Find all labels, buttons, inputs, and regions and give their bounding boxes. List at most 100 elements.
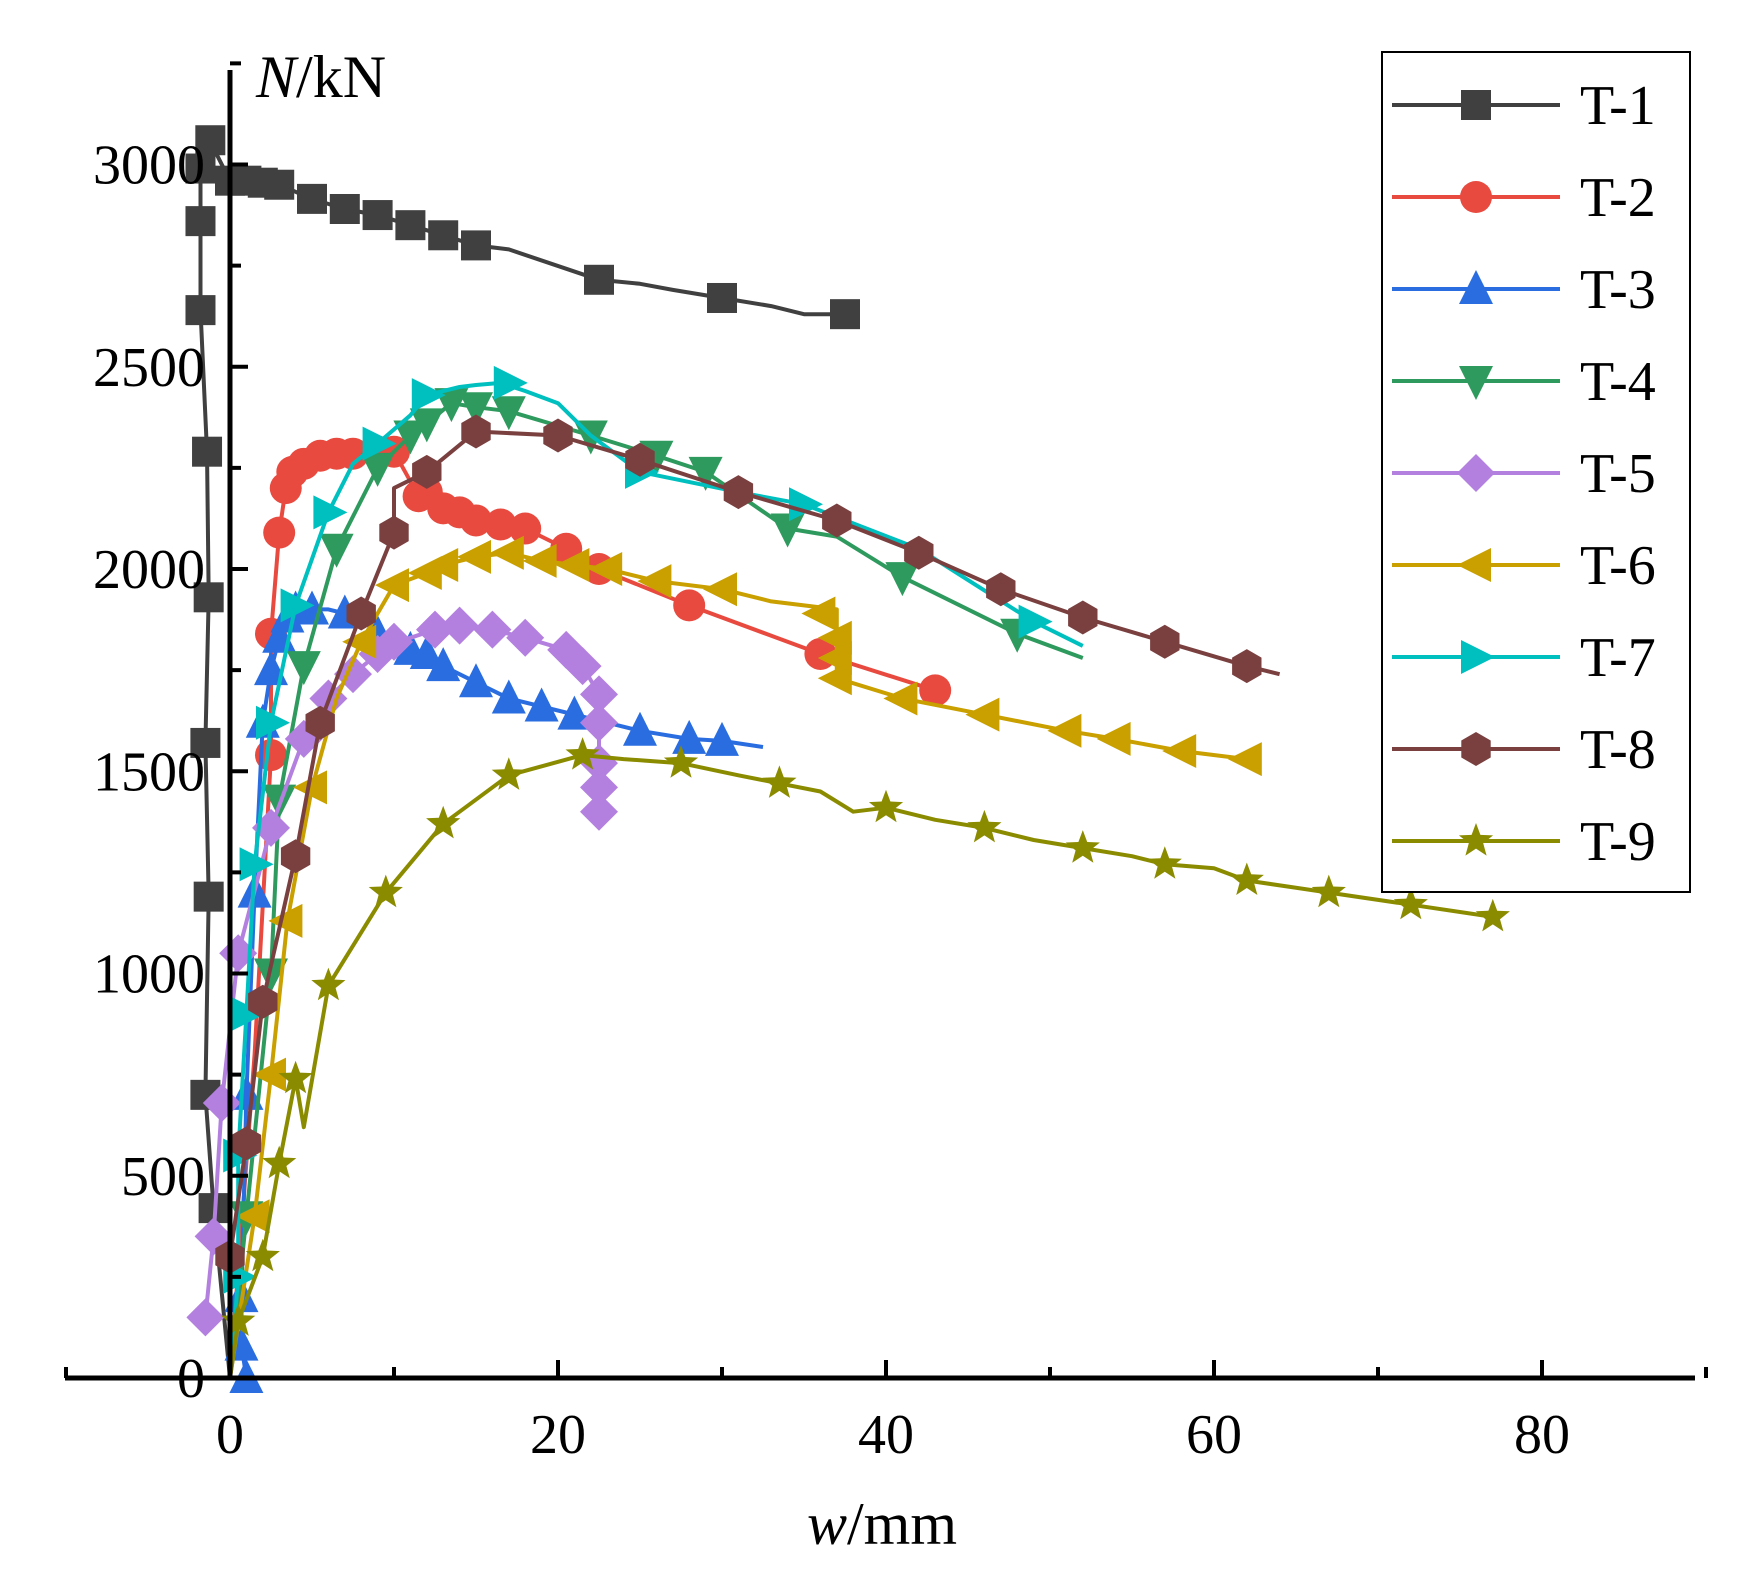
data-point-T-6 <box>1047 713 1082 748</box>
data-point-T-6 <box>489 535 524 570</box>
data-point-T-8 <box>231 1126 262 1161</box>
data-point-T-1 <box>185 153 216 184</box>
data-point-T-1 <box>428 220 459 251</box>
data-point-T-4 <box>319 533 354 568</box>
data-point-T-6 <box>883 681 918 716</box>
legend-marker <box>1459 366 1493 400</box>
data-point-T-6 <box>703 572 737 607</box>
data-point-T-9 <box>1147 846 1182 879</box>
data-point-T-6 <box>375 568 409 603</box>
data-point-T-6 <box>965 697 1000 732</box>
data-point-T-1 <box>297 183 327 214</box>
series-T-4 <box>228 388 1084 1379</box>
legend-label: T-6 <box>1580 535 1656 597</box>
data-point-T-7 <box>231 996 266 1031</box>
data-point-T-3 <box>409 634 444 669</box>
data-point-T-2 <box>460 504 492 537</box>
data-point-T-6 <box>817 661 852 696</box>
legend-label: T-4 <box>1580 351 1656 413</box>
data-point-T-4 <box>688 456 723 491</box>
data-point-T-9 <box>245 1238 280 1272</box>
data-point-T-8 <box>543 418 573 453</box>
data-point-T-8 <box>822 503 852 538</box>
legend-item-T-3: T-3 <box>1392 259 1656 321</box>
series-T-1 <box>185 125 860 1379</box>
data-point-T-5 <box>580 792 618 831</box>
data-point-T-4 <box>409 408 444 443</box>
data-point-T-9 <box>221 1303 256 1336</box>
data-point-T-1 <box>185 206 216 237</box>
data-point-T-2 <box>337 437 369 470</box>
data-point-T-3 <box>426 647 461 682</box>
series-T-8 <box>215 414 1281 1378</box>
y-tick-label: 1000 <box>93 944 205 1006</box>
data-point-T-1 <box>362 200 393 231</box>
data-point-T-1 <box>193 582 224 613</box>
data-point-T-8 <box>1068 600 1098 635</box>
data-point-T-9 <box>491 757 526 790</box>
data-point-T-7 <box>493 365 528 400</box>
data-point-T-1 <box>830 299 860 330</box>
legend-label: T-2 <box>1580 167 1656 229</box>
series-T-6 <box>228 535 1262 1379</box>
data-point-T-3 <box>672 719 707 754</box>
data-point-T-1 <box>264 169 295 200</box>
data-point-T-8 <box>1150 624 1180 659</box>
data-point-T-6 <box>1162 734 1197 769</box>
x-tick-label: 60 <box>1186 1404 1242 1466</box>
legend-marker <box>1459 270 1493 304</box>
legend-item-T-7: T-7 <box>1392 627 1656 689</box>
data-point-T-9 <box>967 809 1002 843</box>
data-point-T-7 <box>280 588 315 623</box>
data-point-T-8 <box>379 515 409 550</box>
y-tick-label: 1500 <box>93 741 205 803</box>
data-point-T-9 <box>262 1145 297 1179</box>
data-point-T-9 <box>762 765 797 798</box>
data-point-T-4 <box>360 452 395 487</box>
legend-label: T-7 <box>1580 627 1656 689</box>
legend-label: T-5 <box>1580 443 1656 505</box>
legend-item-T-1: T-1 <box>1392 75 1656 137</box>
data-point-T-7 <box>239 847 274 882</box>
data-point-T-6 <box>1227 742 1262 777</box>
data-point-T-3 <box>705 721 739 756</box>
data-point-T-2 <box>919 674 952 707</box>
data-point-T-8 <box>986 572 1016 607</box>
data-point-T-4 <box>885 562 920 597</box>
data-point-T-9 <box>663 745 699 778</box>
legend-marker <box>1458 823 1494 856</box>
data-point-T-5 <box>416 610 454 649</box>
data-point-T-1 <box>707 282 737 313</box>
x-tick-label: 80 <box>1514 1404 1570 1466</box>
data-point-T-9 <box>1065 830 1100 863</box>
axes <box>65 70 1695 1381</box>
legend-label: T-1 <box>1580 75 1656 137</box>
data-point-T-1 <box>195 125 226 156</box>
series-line-T-4 <box>228 401 1084 1379</box>
data-point-T-8 <box>305 705 335 740</box>
data-point-T-4 <box>393 420 428 455</box>
x-tick-label: 40 <box>858 1404 914 1466</box>
y-ticks: 0 500 1000 1500 2000 2500 3000 <box>93 61 248 1410</box>
legend-marker <box>1457 454 1495 492</box>
data-point-T-3 <box>295 590 329 625</box>
series-T-9 <box>221 737 1510 1379</box>
data-point-T-1 <box>190 727 221 758</box>
y-tick-label: 3000 <box>93 135 205 197</box>
series-layer <box>185 125 1510 1393</box>
data-point-T-7 <box>411 378 446 413</box>
data-point-T-7 <box>362 426 397 461</box>
data-point-T-8 <box>1232 649 1262 684</box>
data-point-T-9 <box>278 1060 313 1094</box>
data-point-T-6 <box>268 903 303 938</box>
data-point-T-2 <box>673 589 706 622</box>
data-point-T-4 <box>459 392 493 427</box>
series-line-T-6 <box>228 550 1248 1379</box>
legend-marker <box>1460 181 1492 213</box>
data-point-T-5 <box>473 610 512 649</box>
data-point-T-6 <box>588 552 623 586</box>
data-point-T-1 <box>192 436 223 467</box>
data-point-T-4 <box>254 958 288 993</box>
y-axis-title: N/kN <box>255 44 386 110</box>
